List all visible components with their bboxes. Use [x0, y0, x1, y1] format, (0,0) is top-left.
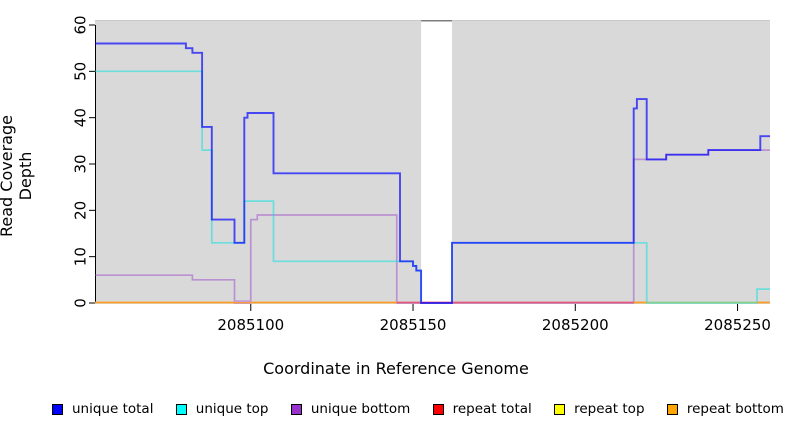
y-tick-label: 50	[72, 62, 90, 81]
legend-label: unique bottom	[310, 401, 411, 417]
legend-item-unique-top: unique top	[175, 401, 269, 417]
x-tick-label: 2085100	[217, 316, 284, 334]
legend-swatch-icon	[175, 403, 187, 415]
x-axis: 2085100 2085150 2085200 2085250	[217, 304, 771, 334]
y-axis: 0 10 20 30 40 50 60	[72, 15, 96, 308]
legend-item-unique-bottom: unique bottom	[290, 401, 411, 417]
plot-legend: unique total unique top unique bottom repea…	[0, 401, 792, 417]
legend-swatch-icon	[554, 403, 566, 415]
legend-item-repeat-bottom: repeat bottom	[666, 401, 784, 417]
legend-swatch-icon	[432, 403, 444, 415]
y-tick-label: 10	[72, 247, 90, 266]
legend-label: repeat top	[574, 401, 645, 417]
y-tick-label: 30	[72, 154, 90, 173]
legend-item-unique-total: unique total	[52, 401, 153, 417]
legend-label: unique top	[195, 401, 269, 417]
y-tick-label: 60	[72, 15, 90, 34]
x-axis-title: Coordinate in Reference Genome	[263, 359, 529, 378]
coverage-plot-canvas: 0 10 20 30 40 50 60 2085100 2085150 2085200 208525…	[72, 15, 771, 334]
y-axis-title: Read Coverage Depth	[0, 115, 35, 237]
y-tick-label: 0	[72, 298, 90, 308]
y-tick-label: 40	[72, 108, 90, 127]
legend-label: repeat total	[452, 401, 532, 417]
legend-swatch-icon	[666, 403, 678, 415]
legend-swatch-icon	[52, 403, 63, 415]
x-tick-label: 2085250	[704, 316, 771, 334]
legend-label: unique total	[72, 401, 154, 417]
y-tick-label: 20	[72, 201, 90, 220]
x-tick-label: 2085150	[380, 316, 447, 334]
legend-item-repeat-total: repeat total	[432, 401, 532, 417]
legend-swatch-icon	[290, 403, 302, 415]
covered-region-background	[95, 20, 770, 304]
legend-label: repeat bottom	[686, 401, 784, 417]
series-line-unique-total	[95, 42, 770, 304]
x-tick-label: 2085200	[542, 316, 609, 334]
legend-item-repeat-top: repeat top	[554, 401, 645, 417]
